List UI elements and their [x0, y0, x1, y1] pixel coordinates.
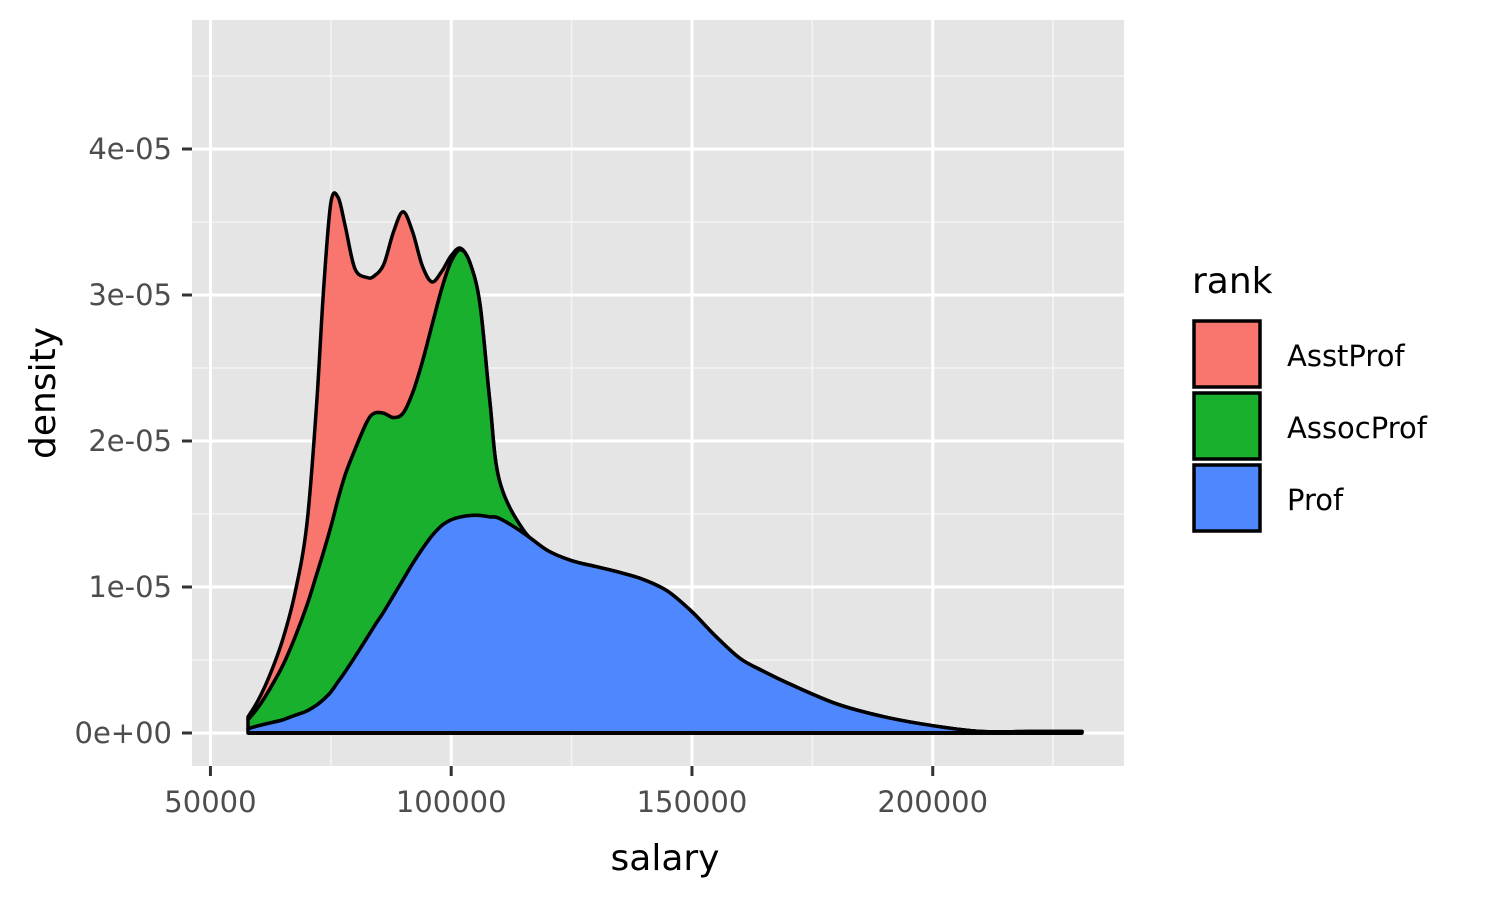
y-tick-label: 2e-05	[88, 424, 172, 458]
legend-title: rank	[1192, 261, 1273, 302]
legend-key-assocprof	[1192, 391, 1262, 461]
legend-items: AsstProf AssocProf Prof	[1192, 319, 1428, 533]
y-tick-label: 1e-05	[88, 570, 172, 604]
x-tick-label: 150000	[637, 785, 748, 819]
x-axis: 50000 100000 150000 200000	[164, 766, 988, 819]
y-tick-label: 0e+00	[75, 716, 173, 750]
minor-gridlines	[192, 20, 1124, 766]
x-tick-label: 100000	[396, 785, 507, 819]
legend: rank AsstProf AssocProf Prof	[1192, 261, 1428, 533]
y-axis: 0e+00 1e-05 2e-05 3e-05 4e-05	[75, 132, 192, 750]
y-tick-label: 3e-05	[88, 278, 172, 312]
legend-label-asstprof: AsstProf	[1287, 339, 1405, 373]
legend-key-prof	[1192, 463, 1262, 533]
legend-label-assocprof: AssocProf	[1287, 411, 1428, 445]
x-axis-title: salary	[611, 838, 720, 879]
x-tick-label: 50000	[164, 785, 256, 819]
legend-label-prof: Prof	[1287, 483, 1344, 517]
x-tick-label: 200000	[877, 785, 988, 819]
legend-key-asstprof	[1192, 319, 1262, 389]
y-tick-label: 4e-05	[88, 132, 172, 166]
y-axis-title: density	[23, 327, 64, 459]
